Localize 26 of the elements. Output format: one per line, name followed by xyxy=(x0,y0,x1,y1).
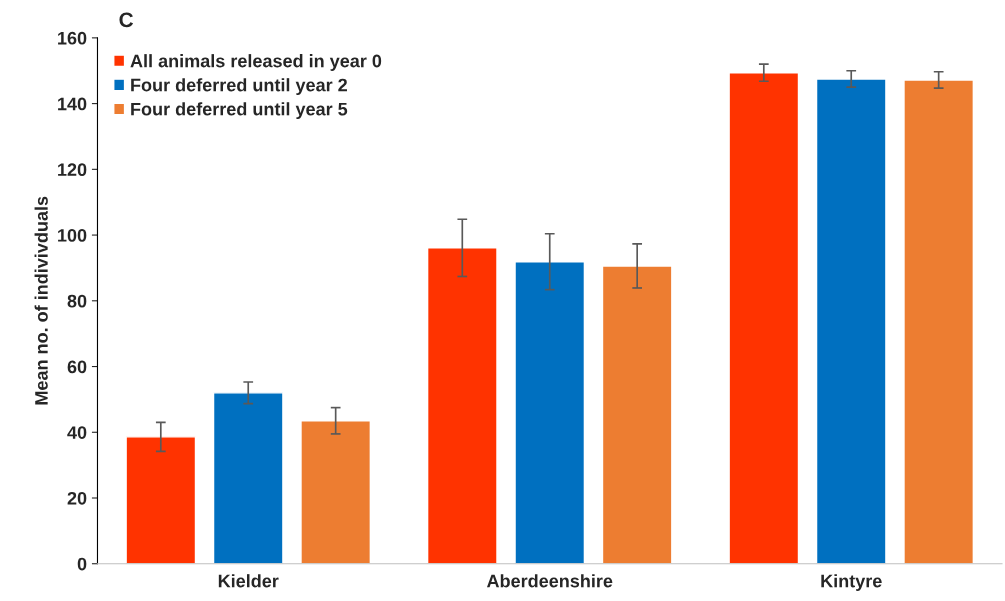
x-tick-label: Kielder xyxy=(218,574,279,588)
y-tick-label: 60 xyxy=(67,360,87,374)
bar xyxy=(601,265,673,564)
bar xyxy=(728,72,800,564)
y-tick-label: 0 xyxy=(77,557,87,571)
x-tick-label: Kintyre xyxy=(821,574,882,591)
legend-label: Four deferred until year 5 xyxy=(131,102,348,120)
y-tick-label: 120 xyxy=(58,163,87,177)
bar xyxy=(300,420,372,564)
chart-title: C xyxy=(119,12,134,28)
bar xyxy=(903,79,975,564)
legend-label: Four deferred until year 2 xyxy=(131,78,347,95)
y-tick-label: 160 xyxy=(58,31,87,45)
bar xyxy=(125,436,197,564)
y-tick-label: 20 xyxy=(67,491,87,505)
y-tick-label: 80 xyxy=(67,294,87,308)
bar xyxy=(815,78,887,564)
bar xyxy=(426,247,498,564)
y-axis-title: Mean no. of indivivduals xyxy=(34,196,48,405)
y-tick-label: 100 xyxy=(58,229,87,242)
bar xyxy=(212,392,284,564)
legend-label: All animals released in year 0 xyxy=(130,54,382,71)
y-tick-label: 40 xyxy=(67,426,87,439)
x-tick-label: Aberdeenshire xyxy=(486,574,613,588)
bar xyxy=(514,260,586,564)
y-tick-label: 140 xyxy=(58,97,87,111)
